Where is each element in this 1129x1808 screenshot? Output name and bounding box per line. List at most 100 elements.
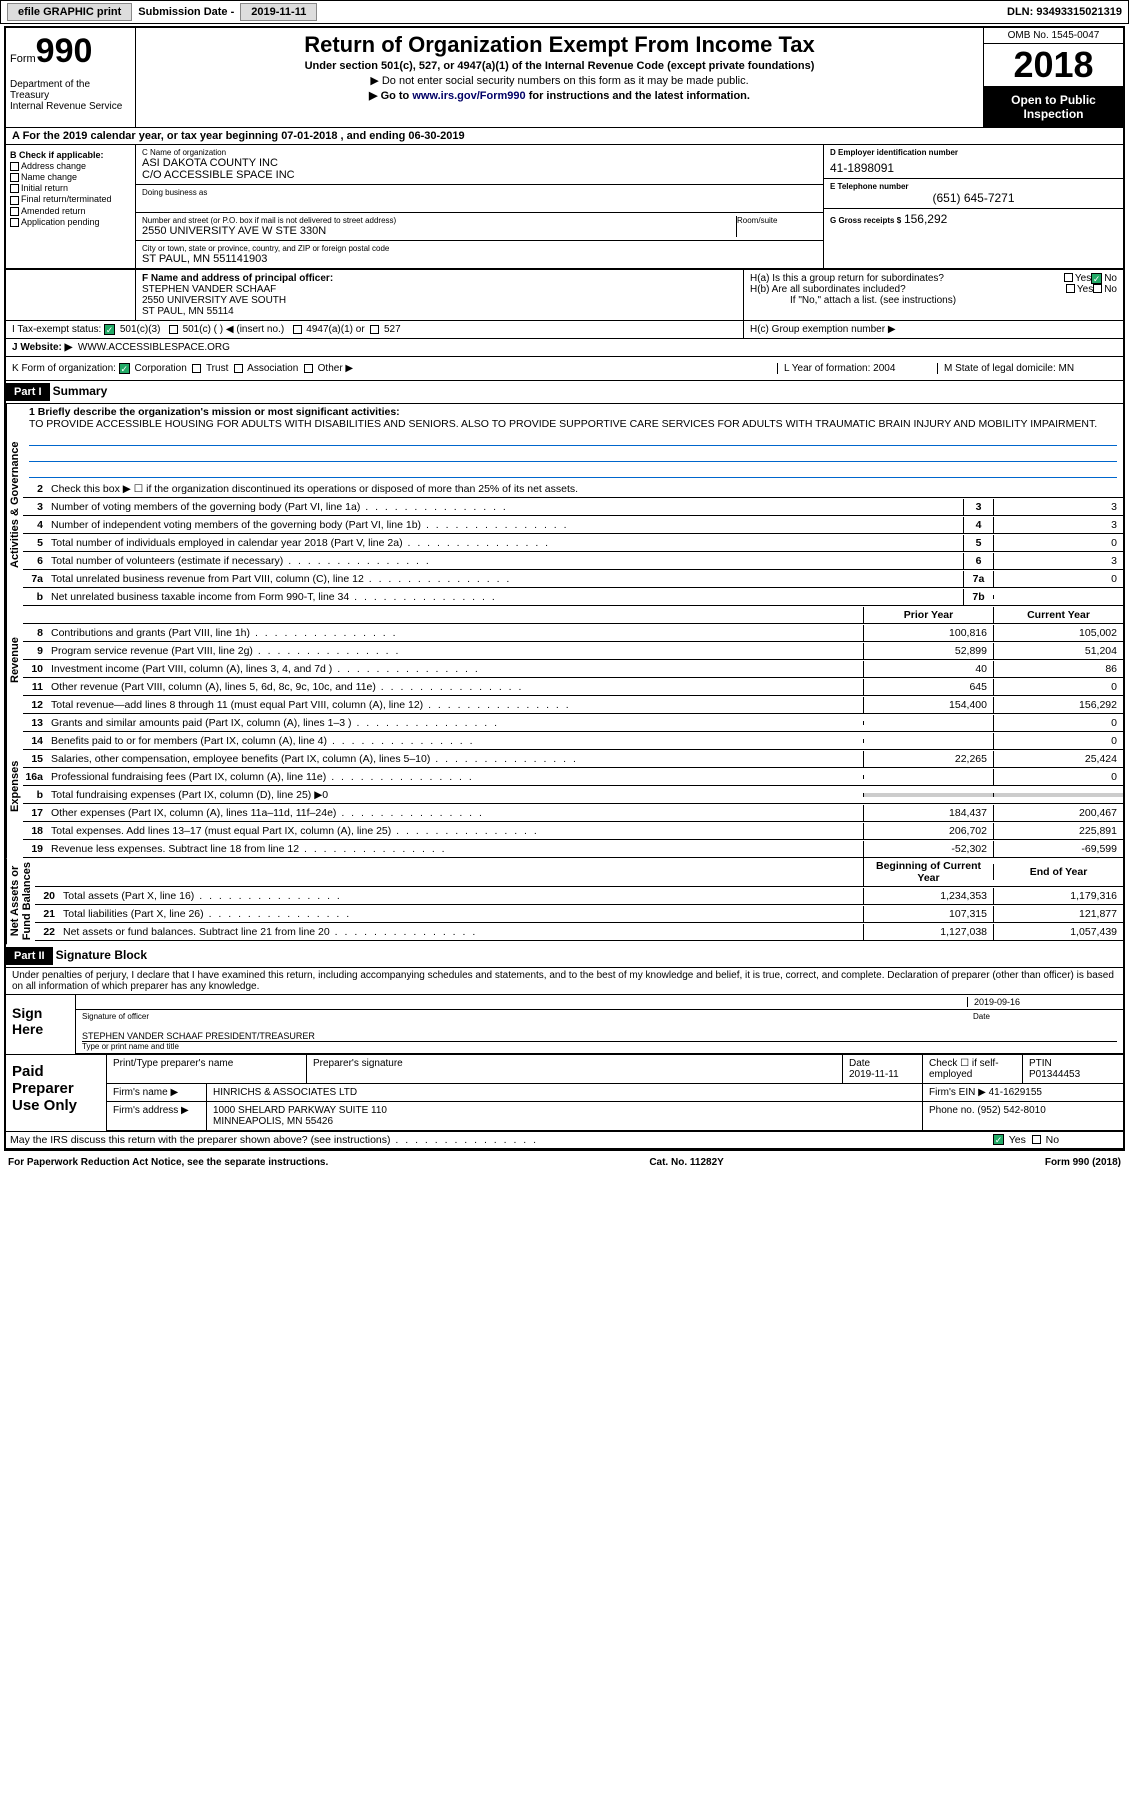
checkbox-501c[interactable] bbox=[169, 325, 178, 334]
firm-name: HINRICHS & ASSOCIATES LTD bbox=[207, 1084, 923, 1101]
gross-receipts: 156,292 bbox=[904, 212, 947, 226]
submission-label: Submission Date - bbox=[138, 6, 234, 18]
checkbox-ha-no[interactable]: ✓ bbox=[1091, 273, 1102, 284]
note-2: ▶ Go to www.irs.gov/Form990 for instruct… bbox=[140, 89, 979, 102]
checkbox-other[interactable] bbox=[304, 364, 313, 373]
row-a: A For the 2019 calendar year, or tax yea… bbox=[6, 128, 1123, 145]
summary-row: 19Revenue less expenses. Subtract line 1… bbox=[23, 840, 1123, 858]
summary-row: 21Total liabilities (Part X, line 26)107… bbox=[35, 905, 1123, 923]
firm-phone: (952) 542-8010 bbox=[977, 1105, 1045, 1116]
submission-date[interactable]: 2019-11-11 bbox=[240, 3, 317, 21]
checkbox-527[interactable] bbox=[370, 325, 379, 334]
checkbox-assoc[interactable] bbox=[234, 364, 243, 373]
org-name: ASI DAKOTA COUNTY INC bbox=[142, 157, 817, 169]
summary-row: 5Total number of individuals employed in… bbox=[23, 534, 1123, 552]
top-toolbar: efile GRAPHIC print Submission Date - 20… bbox=[0, 0, 1129, 24]
mission-block: 1 Briefly describe the organization's mi… bbox=[23, 404, 1123, 480]
row-klm: K Form of organization: ✓ Corporation Tr… bbox=[6, 357, 1123, 381]
summary-row: 15Salaries, other compensation, employee… bbox=[23, 750, 1123, 768]
summary-row: 20Total assets (Part X, line 16)1,234,35… bbox=[35, 887, 1123, 905]
column-c: C Name of organizationASI DAKOTA COUNTY … bbox=[136, 145, 823, 268]
penalty-text: Under penalties of perjury, I declare th… bbox=[6, 968, 1123, 994]
city-state-zip: ST PAUL, MN 551141903 bbox=[142, 253, 817, 265]
summary-row: 13Grants and similar amounts paid (Part … bbox=[23, 714, 1123, 732]
summary-row: 7aTotal unrelated business revenue from … bbox=[23, 570, 1123, 588]
form-title: Return of Organization Exempt From Incom… bbox=[140, 32, 979, 58]
summary-row: bTotal fundraising expenses (Part IX, co… bbox=[23, 786, 1123, 804]
summary-row: 17Other expenses (Part IX, column (A), l… bbox=[23, 804, 1123, 822]
part1-header: Part I Summary bbox=[6, 381, 1123, 404]
signature-block: Sign Here 2019-09-16 Signature of office… bbox=[6, 994, 1123, 1054]
checkbox-ha-yes[interactable] bbox=[1064, 273, 1073, 282]
state-domicile: MN bbox=[1059, 363, 1075, 374]
form-number: 990 bbox=[36, 32, 93, 70]
checkbox-name-change[interactable] bbox=[10, 173, 19, 182]
checkbox-address-change[interactable] bbox=[10, 162, 19, 171]
note-1: ▶ Do not enter social security numbers o… bbox=[140, 74, 979, 87]
vlabel-rev: Revenue bbox=[6, 606, 23, 714]
column-b: B Check if applicable: Address change Na… bbox=[6, 145, 136, 268]
part2-header: Part II Signature Block bbox=[6, 945, 1123, 968]
year-formation: 2004 bbox=[873, 363, 895, 374]
efile-button[interactable]: efile GRAPHIC print bbox=[7, 3, 132, 21]
checkbox-discuss-yes[interactable]: ✓ bbox=[993, 1134, 1004, 1145]
activities-governance: Activities & Governance 1 Briefly descri… bbox=[6, 404, 1123, 606]
department: Department of the Treasury Internal Reve… bbox=[10, 79, 131, 112]
checkbox-4947[interactable] bbox=[293, 325, 302, 334]
form-container: Form990 Department of the Treasury Inter… bbox=[4, 26, 1125, 1151]
row-j: J Website: ▶ WWW.ACCESSIBLESPACE.ORG bbox=[6, 339, 1123, 357]
header-center: Return of Organization Exempt From Incom… bbox=[136, 28, 983, 127]
ein: 41-1898091 bbox=[830, 161, 1117, 175]
summary-row: 6Total number of volunteers (estimate if… bbox=[23, 552, 1123, 570]
checkbox-initial-return[interactable] bbox=[10, 184, 19, 193]
ptin: P01344453 bbox=[1029, 1069, 1080, 1080]
row-i-hc: I Tax-exempt status: ✓ 501(c)(3) 501(c) … bbox=[6, 321, 1123, 339]
summary-row: 12Total revenue—add lines 8 through 11 (… bbox=[23, 696, 1123, 714]
checkbox-trust[interactable] bbox=[192, 364, 201, 373]
section-bcd: B Check if applicable: Address change Na… bbox=[6, 145, 1123, 269]
revenue-section: Revenue Prior YearCurrent Year 8Contribu… bbox=[6, 606, 1123, 714]
summary-row: 18Total expenses. Add lines 13–17 (must … bbox=[23, 822, 1123, 840]
expenses-section: Expenses 13Grants and similar amounts pa… bbox=[6, 714, 1123, 858]
form-header: Form990 Department of the Treasury Inter… bbox=[6, 28, 1123, 128]
header-left: Form990 Department of the Treasury Inter… bbox=[6, 28, 136, 127]
form-subtitle: Under section 501(c), 527, or 4947(a)(1)… bbox=[140, 60, 979, 72]
checkbox-hb-yes[interactable] bbox=[1066, 284, 1075, 293]
street-address: 2550 UNIVERSITY AVE W STE 330N bbox=[142, 225, 736, 237]
checkbox-corp[interactable]: ✓ bbox=[119, 363, 130, 374]
omb-number: OMB No. 1545-0047 bbox=[984, 28, 1123, 44]
irs-link[interactable]: www.irs.gov/Form990 bbox=[412, 90, 525, 102]
checkbox-pending[interactable] bbox=[10, 218, 19, 227]
summary-row: 14Benefits paid to or for members (Part … bbox=[23, 732, 1123, 750]
summary-row: 8Contributions and grants (Part VIII, li… bbox=[23, 624, 1123, 642]
vlabel-na: Net Assets or Fund Balances bbox=[6, 858, 35, 944]
checkbox-amended[interactable] bbox=[10, 207, 19, 216]
vlabel-exp: Expenses bbox=[6, 714, 23, 858]
checkbox-501c3[interactable]: ✓ bbox=[104, 324, 115, 335]
open-inspection: Open to Public Inspection bbox=[984, 87, 1123, 127]
vlabel-ag: Activities & Governance bbox=[6, 404, 23, 606]
summary-row: bNet unrelated business taxable income f… bbox=[23, 588, 1123, 606]
firm-ein: 41-1629155 bbox=[989, 1087, 1042, 1098]
netassets-section: Net Assets or Fund Balances Beginning of… bbox=[6, 858, 1123, 944]
form-word: Form bbox=[10, 53, 36, 65]
summary-row: 10Investment income (Part VIII, column (… bbox=[23, 660, 1123, 678]
preparer-block: Paid Preparer Use Only Print/Type prepar… bbox=[6, 1054, 1123, 1131]
officer-sig-name: STEPHEN VANDER SCHAAF PRESIDENT/TREASURE… bbox=[82, 1031, 1117, 1041]
officer-name: STEPHEN VANDER SCHAAF bbox=[142, 284, 737, 295]
column-d: D Employer identification number41-18980… bbox=[823, 145, 1123, 268]
summary-row: 16aProfessional fundraising fees (Part I… bbox=[23, 768, 1123, 786]
checkbox-hb-no[interactable] bbox=[1093, 284, 1102, 293]
footer: For Paperwork Reduction Act Notice, see … bbox=[0, 1153, 1129, 1172]
checkbox-final-return[interactable] bbox=[10, 196, 19, 205]
row-f-h: F Name and address of principal officer:… bbox=[6, 269, 1123, 321]
summary-row: 11Other revenue (Part VIII, column (A), … bbox=[23, 678, 1123, 696]
discuss-row: May the IRS discuss this return with the… bbox=[6, 1131, 1123, 1149]
dln: DLN: 93493315021319 bbox=[1007, 6, 1122, 18]
checkbox-discuss-no[interactable] bbox=[1032, 1135, 1041, 1144]
tax-year: 2018 bbox=[984, 44, 1123, 87]
summary-row: 3Number of voting members of the governi… bbox=[23, 498, 1123, 516]
website: WWW.ACCESSIBLESPACE.ORG bbox=[78, 342, 230, 353]
summary-row: 4Number of independent voting members of… bbox=[23, 516, 1123, 534]
summary-row: 22Net assets or fund balances. Subtract … bbox=[35, 923, 1123, 941]
